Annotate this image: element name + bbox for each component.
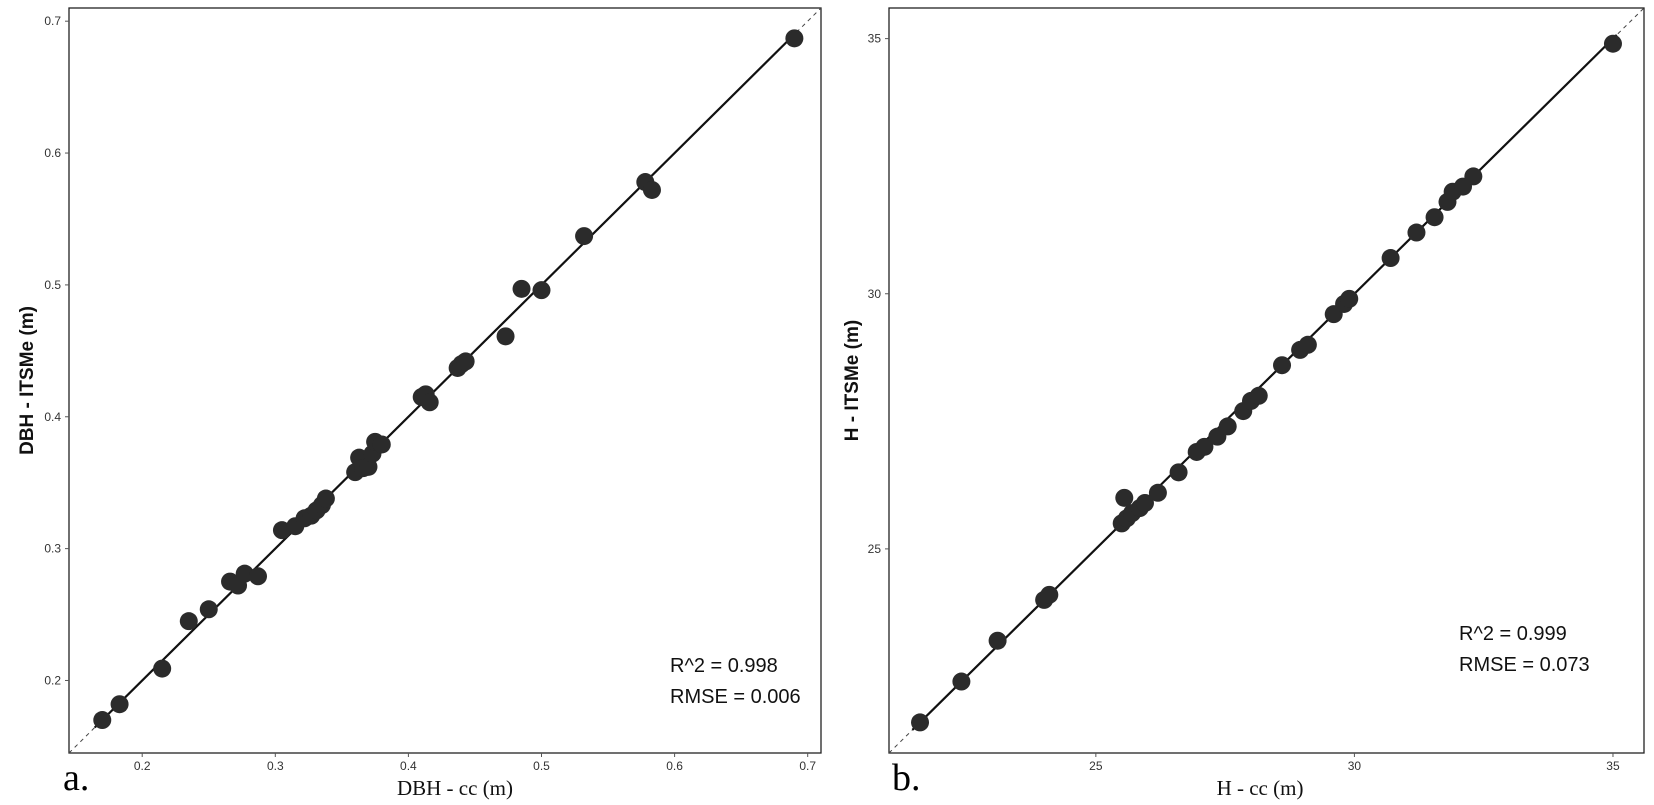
panel-b-height-scatter: 25 30 35 25 30 35 R^2 = 0.999 RMSE = 0.073 H - c… [842,7,1645,800]
r-squared-annotation: R^2 = 0.999 [1459,623,1567,645]
data-point [1603,34,1622,53]
regression-line [911,34,1618,731]
data-point [179,612,198,631]
data-point [1340,289,1359,308]
y-tick-label: 0.5 [44,278,61,292]
data-point [248,567,267,586]
data-point [496,327,515,346]
y-tick-label: 0.6 [44,146,61,160]
panel-label: a. [63,757,89,799]
y-tick-label: 0.4 [44,410,61,424]
y-axis-title: H - ITSMe (m) [842,320,863,441]
data-point [1135,493,1154,512]
data-point [1148,483,1167,502]
data-point [532,281,551,300]
r-squared-annotation: R^2 = 0.998 [670,655,778,677]
plot-frame [68,7,822,754]
data-point [1249,386,1268,405]
data-point [911,713,930,732]
x-tick-label: 0.4 [400,759,417,773]
data-point [785,29,804,48]
y-tick-label: 0.7 [44,14,61,28]
panel-label: b. [892,757,921,799]
data-point [420,393,439,412]
data-point [316,489,335,508]
data-point [642,180,661,199]
panel-a-dbh-scatter: 0.2 0.3 0.4 0.5 0.6 0.7 0.2 0.3 0.4 0.5 0.6 0.7 R^2 … [17,7,822,800]
data-point [199,600,218,619]
data-point [512,279,531,298]
data-point [575,227,594,246]
data-point [1115,488,1134,507]
x-tick-label: 30 [1348,759,1362,773]
data-point [1195,437,1214,456]
data-point [456,352,475,371]
rmse-annotation: RMSE = 0.006 [670,686,801,708]
x-tick-label: 0.3 [267,759,284,773]
data-point [1381,249,1400,268]
x-tick-label: 0.6 [666,759,683,773]
data-point [1040,585,1059,604]
data-point [235,564,254,583]
regression-line [93,29,799,729]
y-axis-title: DBH - ITSMe (m) [17,306,38,455]
x-tick-label: 0.7 [799,759,816,773]
plot-frame [888,7,1645,754]
x-tick-label: 35 [1606,759,1620,773]
y-tick-label: 35 [868,32,882,46]
data-point [988,631,1007,650]
data-point [1218,417,1237,436]
x-axis-title: H - cc (m) [1217,776,1304,800]
y-tick-label: 0.2 [44,673,61,687]
data-point [1464,167,1483,186]
data-point [153,659,172,678]
data-point [93,711,112,730]
data-point [952,672,971,691]
x-tick-label: 0.2 [134,759,151,773]
x-tick-label: 25 [1089,759,1103,773]
y-tick-label: 30 [868,287,882,301]
data-point [1425,208,1444,227]
data-point [110,695,129,714]
data-point [372,435,391,454]
data-point [1169,463,1188,482]
y-tick-label: 0.3 [44,542,61,556]
x-tick-label: 0.5 [533,759,550,773]
rmse-annotation: RMSE = 0.073 [1459,654,1590,676]
x-axis-title: DBH - cc (m) [397,776,513,800]
data-point [1407,223,1426,242]
data-point [1273,356,1292,375]
y-tick-label: 25 [868,542,882,556]
data-point [1298,335,1317,354]
